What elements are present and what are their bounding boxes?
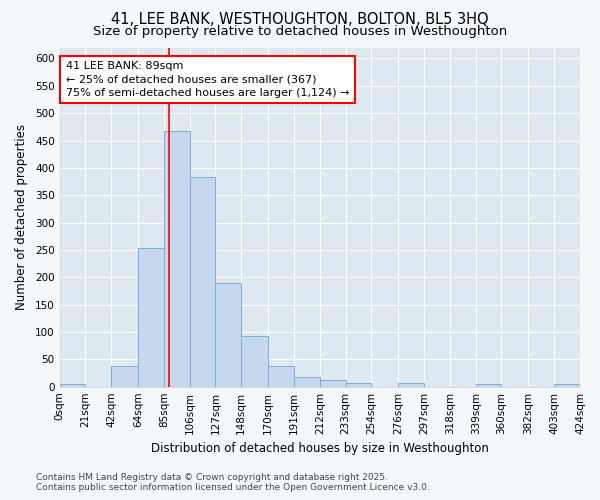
Bar — [59, 384, 85, 386]
Text: 41, LEE BANK, WESTHOUGHTON, BOLTON, BL5 3HQ: 41, LEE BANK, WESTHOUGHTON, BOLTON, BL5 … — [111, 12, 489, 28]
Bar — [268, 366, 294, 386]
Bar — [111, 366, 138, 386]
Text: Size of property relative to detached houses in Westhoughton: Size of property relative to detached ho… — [93, 25, 507, 38]
Bar — [241, 336, 268, 386]
Bar — [476, 384, 502, 386]
Bar — [215, 282, 241, 387]
X-axis label: Distribution of detached houses by size in Westhoughton: Distribution of detached houses by size … — [151, 442, 489, 455]
Bar — [346, 384, 371, 386]
Bar — [320, 380, 346, 386]
Y-axis label: Number of detached properties: Number of detached properties — [15, 124, 28, 310]
Bar — [398, 384, 424, 386]
Bar — [554, 384, 580, 386]
Bar — [294, 377, 320, 386]
Text: Contains HM Land Registry data © Crown copyright and database right 2025.
Contai: Contains HM Land Registry data © Crown c… — [36, 473, 430, 492]
Text: 41 LEE BANK: 89sqm
← 25% of detached houses are smaller (367)
75% of semi-detach: 41 LEE BANK: 89sqm ← 25% of detached hou… — [65, 61, 349, 98]
Bar — [164, 130, 190, 386]
Bar — [190, 176, 215, 386]
Bar — [138, 248, 164, 386]
